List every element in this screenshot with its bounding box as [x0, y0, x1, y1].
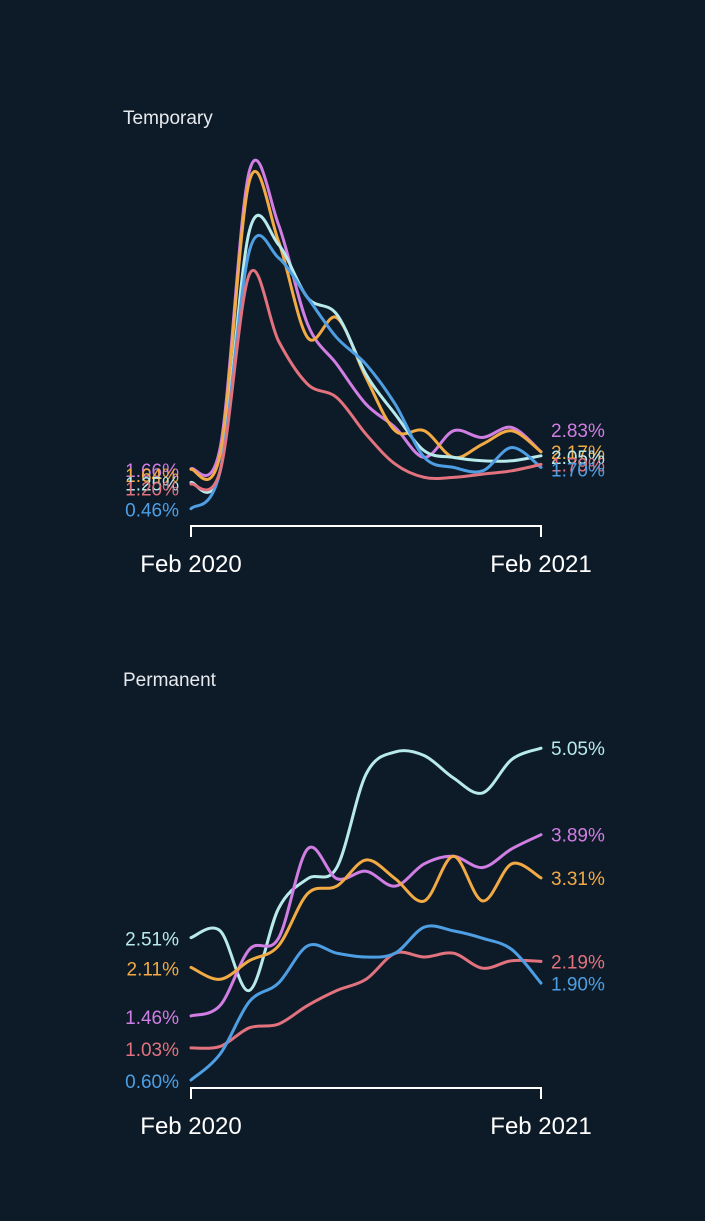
series-line-cyan [189, 213, 543, 494]
series-line-orange [189, 854, 543, 981]
temporary-x-axis: Feb 2020 Feb 2021 [140, 525, 592, 578]
chart-title-temporary: Temporary [123, 108, 213, 129]
start-label-orange: 1.64% [125, 466, 179, 487]
series-line-orange [189, 170, 543, 481]
temporary-value-labels: 1.66%1.64%1.25%1.20%0.46% 2.83%2.17%2.05%… [125, 421, 605, 522]
start-label-blue: 0.60% [125, 1072, 179, 1093]
x-tick-label-start: Feb 2020 [140, 1113, 241, 1140]
temporary-series-lines [189, 158, 543, 511]
series-line-red [189, 269, 543, 492]
end-label-purple: 3.89% [551, 826, 605, 847]
start-label-red: 1.03% [125, 1040, 179, 1061]
start-label-orange: 2.11% [127, 959, 180, 980]
end-label-red: 1.79% [551, 455, 605, 476]
chart-title-permanent: Permanent [123, 670, 217, 691]
series-line-red [189, 950, 543, 1050]
end-label-orange: 2.17% [551, 443, 605, 464]
series-line-cyan [189, 746, 543, 992]
end-label-blue: 1.90% [551, 974, 605, 995]
series-line-blue [189, 234, 543, 511]
start-label-cyan: 1.25% [125, 474, 179, 495]
series-line-blue [189, 924, 543, 1082]
end-label-cyan: 5.05% [551, 739, 605, 760]
permanent-value-labels: 2.51% 2.11% 1.46% 1.03% 0.60% 5.05% 3.89% 3.31%… [125, 739, 605, 1093]
permanent-x-axis: Feb 2020 Feb 2021 [140, 1087, 592, 1140]
end-label-blue: 1.70% [551, 460, 605, 481]
permanent-series-lines [189, 746, 543, 1082]
end-label-orange: 3.31% [551, 869, 605, 890]
start-label-purple: 1.46% [125, 1008, 179, 1029]
x-tick-label-end: Feb 2021 [490, 1113, 591, 1140]
end-label-purple: 2.83% [551, 421, 605, 442]
end-label-red: 2.19% [551, 952, 605, 973]
start-label-blue: 0.46% [125, 501, 179, 522]
x-tick-label-start: Feb 2020 [140, 551, 241, 578]
end-label-cyan: 2.05% [551, 448, 605, 469]
temporary-chart: Temporary 1.66%1.64%1.25%1.20%0.46% 2.83%… [123, 108, 605, 578]
start-label-cyan: 2.51% [125, 930, 179, 951]
start-label-purple: 1.66% [125, 461, 179, 482]
x-tick-label-end: Feb 2021 [490, 551, 591, 578]
start-label-red: 1.20% [125, 479, 179, 500]
permanent-chart: Permanent 2.51% 2.11% 1.46% 1.03% 0.60% 5.05%… [123, 670, 605, 1140]
series-line-purple [189, 833, 543, 1018]
